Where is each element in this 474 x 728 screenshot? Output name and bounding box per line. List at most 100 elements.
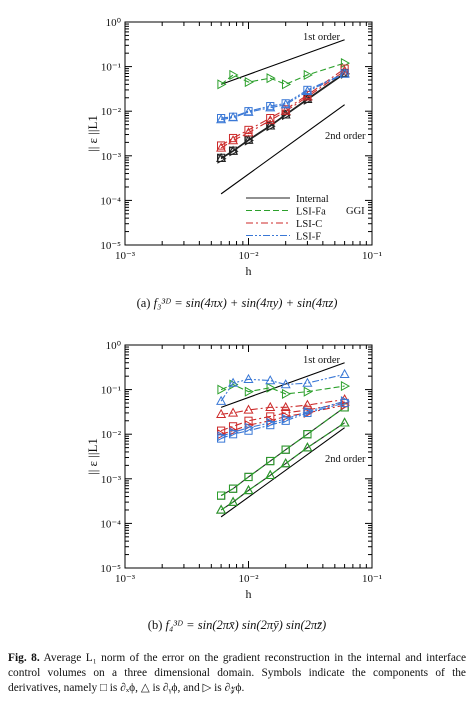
data-point-triangle-right	[229, 427, 239, 438]
y-tick-label: 10⁻¹	[101, 385, 121, 397]
y-tick-label: 10⁻⁵	[100, 240, 121, 252]
data-point-triangle-up	[280, 401, 291, 412]
series-line	[220, 70, 345, 149]
series-line	[220, 406, 345, 497]
legend-label: LSI-C	[296, 219, 322, 230]
data-point-square	[217, 491, 226, 500]
data-point-square	[303, 430, 312, 439]
data-point-triangle-right	[217, 384, 227, 395]
data-point-triangle-right	[340, 381, 351, 392]
x-tick-label: 10⁻¹	[362, 250, 382, 262]
second-order-label: 2nd order	[325, 454, 366, 465]
data-point-triangle-up	[228, 135, 239, 145]
data-point-triangle-right	[244, 135, 254, 146]
data-point-triangle-up	[339, 417, 350, 427]
data-point-triangle-up	[280, 458, 291, 468]
data-point-triangle-right	[303, 406, 313, 417]
subcaption-b: (b) f₄³ᴰ = sin(2πx̄) sin(2πȳ) sin(2πz̄)	[0, 618, 474, 633]
data-point-triangle-up	[243, 373, 254, 384]
data-point-triangle-up	[265, 102, 276, 112]
data-point-triangle-up	[302, 399, 313, 409]
data-point-triangle-up	[216, 504, 227, 514]
y-tick-label: 10⁻³	[101, 474, 122, 486]
data-point-square	[281, 445, 290, 454]
series-line	[221, 398, 345, 415]
subcaption-b-label: (b)	[147, 618, 163, 632]
data-point-triangle-up	[302, 377, 313, 387]
data-point-triangle-right	[281, 79, 292, 90]
subcaption-b-function: f₄³ᴰ = sin(2πx̄) sin(2πȳ) sin(2πz̄)	[165, 618, 327, 632]
data-point-square	[228, 133, 238, 143]
data-point-triangle-right	[229, 69, 239, 80]
data-point-triangle-right	[303, 386, 313, 397]
x-tick-label: 10⁻¹	[362, 573, 382, 585]
data-point-triangle-up	[228, 496, 239, 506]
figure-caption-label: Fig. 8.	[8, 652, 40, 664]
series-line	[220, 402, 345, 432]
data-point-triangle-up	[216, 408, 227, 418]
data-point-triangle-up	[243, 106, 254, 116]
data-point-triangle-up	[265, 115, 276, 125]
y-tick-label: 10⁻²	[101, 429, 122, 441]
data-point-triangle-up	[265, 469, 276, 479]
series-line	[221, 73, 345, 121]
y-tick-label: 10⁻⁴	[100, 195, 121, 207]
data-point-triangle-right	[244, 77, 254, 88]
y-tick-label: 10⁻³	[101, 151, 122, 163]
series-line	[220, 62, 345, 85]
data-point-triangle-up	[339, 68, 350, 78]
data-point-triangle-up	[280, 105, 291, 115]
y-tick-label: 10⁰	[106, 17, 122, 29]
figure-caption-text: Average L₁ norm of the error on the grad…	[8, 652, 467, 694]
data-point-triangle-up	[302, 85, 313, 95]
data-point-triangle-right	[217, 79, 227, 90]
second-order-label: 2nd order	[325, 131, 366, 142]
data-point-triangle-right	[340, 396, 351, 407]
first-order-label: 1st order	[303, 355, 341, 366]
series-line	[220, 373, 345, 402]
subcaption-a-function: f₃³ᴰ = sin(4πx) + sin(4πy) + sin(4πz)	[153, 296, 338, 310]
data-point-triangle-up	[243, 127, 254, 137]
data-point-square	[228, 484, 238, 493]
second-order-reference-line	[220, 427, 345, 518]
chart-panel-a: 10⁻³ 10⁻² 10⁻¹ 10⁻⁵ 10⁻⁴ 10⁻³ 10⁻² 10⁻¹ 10⁰ h || ε…	[85, 17, 382, 278]
first-order-label: 1st order	[303, 32, 341, 43]
data-point-square	[244, 472, 253, 482]
first-order-reference-line	[220, 39, 345, 85]
figure-caption: Fig. 8. Average L₁ norm of the error on …	[8, 651, 466, 696]
x-tick-label: 10⁻³	[115, 250, 136, 262]
data-point-triangle-right	[229, 146, 239, 157]
second-order-reference-line	[220, 104, 345, 195]
x-axis-label: h	[246, 264, 252, 278]
subcaption-a-label: (a)	[136, 296, 151, 310]
data-point-triangle-right	[217, 153, 227, 164]
series-line	[220, 68, 345, 146]
data-point-triangle-up	[216, 395, 227, 405]
data-point-triangle-up	[228, 112, 239, 122]
data-point-square	[244, 125, 253, 135]
data-point-triangle-up	[280, 379, 291, 389]
data-point-triangle-up	[228, 407, 239, 417]
data-point-triangle-right	[266, 73, 276, 84]
subcaption-a: (a) f₃³ᴰ = sin(4πx) + sin(4πy) + sin(4πz…	[0, 296, 474, 311]
data-point-triangle-up	[302, 442, 313, 452]
data-point-triangle-up	[228, 377, 239, 387]
legend-label: LSI-Fa	[296, 207, 326, 218]
data-point-triangle-up	[243, 404, 254, 414]
legend-label: LSI-F	[296, 232, 321, 243]
data-point-triangle-right	[281, 388, 292, 399]
y-tick-label: 10⁻⁴	[100, 518, 121, 530]
y-tick-label: 10⁻⁵	[100, 563, 121, 575]
y-axis-label: || ε ||L1	[85, 438, 100, 475]
data-point-triangle-up	[216, 114, 227, 124]
data-point-triangle-up	[243, 484, 254, 495]
series-line	[220, 400, 345, 437]
data-point-triangle-right	[303, 69, 313, 80]
series-line	[220, 422, 345, 511]
data-point-triangle-right	[244, 386, 254, 397]
data-point-triangle-right	[244, 422, 254, 433]
y-axis-label: || ε ||L1	[85, 115, 100, 152]
y-tick-label: 10⁻²	[101, 106, 122, 118]
data-point-triangle-right	[266, 382, 276, 393]
y-tick-label: 10⁻¹	[101, 62, 121, 74]
